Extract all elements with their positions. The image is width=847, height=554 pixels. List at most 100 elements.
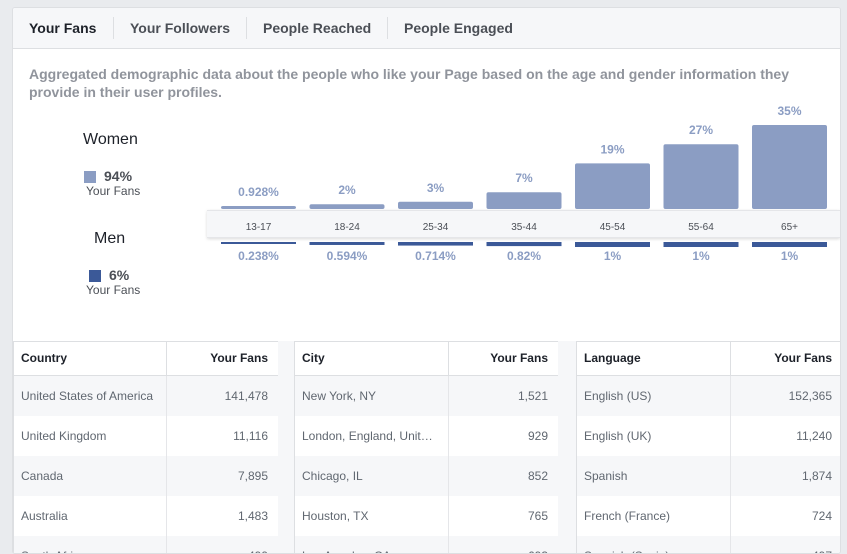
women-percentage: 94% xyxy=(104,168,133,184)
men-sub-label: Your Fans xyxy=(86,283,141,297)
men-bar-label: 0.714% xyxy=(415,249,456,263)
city-column-header[interactable]: City xyxy=(302,351,325,365)
women-bar xyxy=(663,144,739,209)
fan-count-cell: 11,116 xyxy=(233,429,268,443)
table-row: New York, NY 1,521 xyxy=(295,376,558,416)
table-row: French (France) 724 xyxy=(577,496,840,536)
table-gutter xyxy=(278,341,294,553)
language-column-header[interactable]: Language xyxy=(584,351,641,365)
column-divider xyxy=(166,496,167,536)
fan-count-cell: 929 xyxy=(527,429,548,443)
men-swatch xyxy=(89,270,101,282)
fan-count-cell: 1,874 xyxy=(801,469,832,483)
tab-your-followers[interactable]: Your Followers xyxy=(130,20,231,36)
your-fans-column-header[interactable]: Your Fans xyxy=(774,351,832,365)
city-name-cell: Chicago, IL xyxy=(302,469,363,483)
column-divider xyxy=(166,536,167,553)
age-tick-label: 18-24 xyxy=(334,222,360,233)
fan-count-cell: 499 xyxy=(248,536,268,553)
table-row: United Kingdom 11,116 xyxy=(14,416,278,456)
tab-your-fans[interactable]: Your Fans xyxy=(29,20,97,36)
men-bar-label: 0.594% xyxy=(327,249,368,263)
fan-count-cell: 497 xyxy=(812,536,832,553)
women-bar-label: 19% xyxy=(600,142,624,156)
column-divider xyxy=(448,456,449,496)
country-name-cell: Canada xyxy=(21,469,64,483)
country-column-header[interactable]: Country xyxy=(21,351,67,365)
women-bar xyxy=(575,163,650,209)
your-fans-column-header[interactable]: Your Fans xyxy=(210,351,268,365)
table-header: Language Your Fans xyxy=(577,341,840,376)
column-divider xyxy=(448,376,449,416)
men-bar xyxy=(486,242,562,247)
women-bar-label: 2% xyxy=(338,183,356,197)
tab-bar: Your Fans Your Followers People Reached … xyxy=(13,8,840,49)
fan-count-cell: 852 xyxy=(527,469,548,483)
women-bar-label: 0.928% xyxy=(238,185,279,199)
table-row: Chicago, IL 852 xyxy=(295,456,558,496)
women-swatch xyxy=(84,171,96,183)
men-bar xyxy=(398,242,473,246)
women-bar xyxy=(309,204,385,209)
column-divider xyxy=(166,342,167,375)
language-name-cell: English (UK) xyxy=(584,429,652,443)
column-divider xyxy=(730,376,731,416)
country-table: Country Your Fans United States of America… xyxy=(13,341,279,553)
table-row: English (US) 152,365 xyxy=(577,376,840,416)
women-bar xyxy=(221,206,296,209)
men-bar xyxy=(309,242,385,245)
city-name-cell: New York, NY xyxy=(302,389,377,403)
tab-people-engaged[interactable]: People Engaged xyxy=(404,20,513,36)
your-fans-column-header[interactable]: Your Fans xyxy=(490,351,548,365)
column-divider xyxy=(448,496,449,536)
table-row: United States of America 141,478 xyxy=(14,376,278,416)
men-bar-label: 0.238% xyxy=(238,249,279,263)
table-row: Houston, TX 765 xyxy=(295,496,558,536)
language-name-cell: Spanish (Spain) xyxy=(584,536,725,553)
page-insights-panel: Your Fans Your Followers People Reached … xyxy=(12,7,841,554)
women-bar-label: 27% xyxy=(689,123,713,137)
table-row: Spanish (Spain) 497 xyxy=(577,536,840,553)
column-divider xyxy=(730,416,731,456)
column-divider xyxy=(166,416,167,456)
column-divider xyxy=(448,342,449,375)
age-tick-label: 55-64 xyxy=(688,222,714,233)
fan-count-cell: 724 xyxy=(811,509,832,523)
table-row: Canada 7,895 xyxy=(14,456,278,496)
column-divider xyxy=(448,536,449,553)
table-header: City Your Fans xyxy=(295,341,558,376)
tab-people-reached[interactable]: People Reached xyxy=(263,20,372,36)
tab-divider xyxy=(387,17,388,39)
women-bar xyxy=(398,201,473,209)
fan-count-cell: 141,478 xyxy=(224,389,268,403)
men-bar xyxy=(663,242,739,247)
fan-count-cell: 7,895 xyxy=(237,469,268,483)
fan-count-cell: 693 xyxy=(528,536,548,553)
fan-count-cell: 11,240 xyxy=(796,429,832,443)
age-tick-label: 45-54 xyxy=(600,222,626,233)
city-table: City Your Fans New York, NY 1,521 London, En… xyxy=(294,341,559,553)
table-row: South Africa 499 xyxy=(14,536,278,553)
age-gender-chart: 0.928% 13-17 0.238% 2% 18-24 0.594% 3% 25-34 0.7… xyxy=(221,104,827,263)
age-tick-label: 35-44 xyxy=(511,222,537,233)
country-name-cell: United Kingdom xyxy=(21,429,107,443)
table-row: London, England, Unit… 929 xyxy=(295,416,558,456)
women-bar-label: 35% xyxy=(777,104,801,118)
women-bar xyxy=(752,125,827,209)
table-row: Los Angeles, CA 693 xyxy=(295,536,558,553)
column-divider xyxy=(448,416,449,456)
men-bar-label: 1% xyxy=(781,249,799,263)
women-legend-label: Women xyxy=(83,131,138,148)
men-percentage: 6% xyxy=(109,267,130,283)
column-divider xyxy=(166,376,167,416)
table-row: Spanish 1,874 xyxy=(577,456,840,496)
age-tick-label: 13-17 xyxy=(246,222,272,233)
men-bar-label: 1% xyxy=(692,249,710,263)
men-bar-label: 0.82% xyxy=(507,249,541,263)
men-bar xyxy=(575,242,650,247)
age-axis-strip xyxy=(207,210,840,238)
column-divider xyxy=(730,342,731,375)
table-row: Australia 1,483 xyxy=(14,496,278,536)
demographics-description: Aggregated demographic data about the pe… xyxy=(29,66,789,100)
fan-count-cell: 1,521 xyxy=(517,389,548,403)
